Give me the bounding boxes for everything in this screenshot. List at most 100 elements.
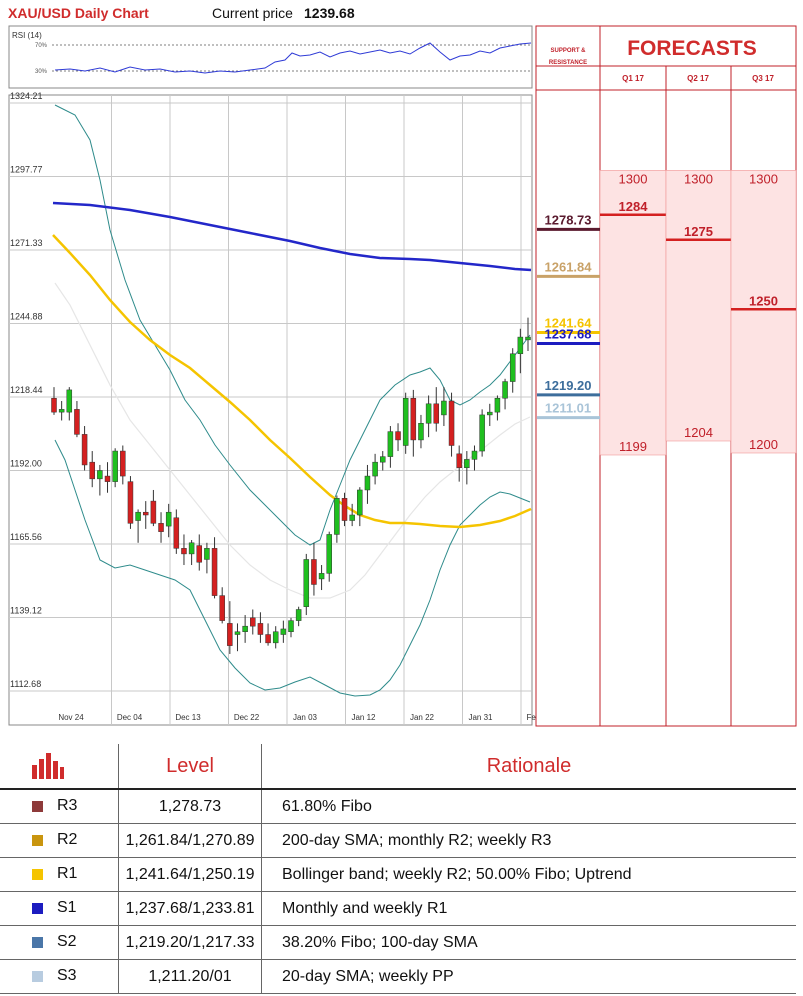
row-level-name: S3 xyxy=(57,967,77,985)
header-icon-cell xyxy=(0,744,119,790)
row-level-value: 1,211.20/01 xyxy=(118,959,262,994)
candle-body xyxy=(387,431,394,457)
y-tick-label: 1271.33 xyxy=(10,238,43,248)
candle-body xyxy=(487,411,493,416)
forecast-high-value: 1300 xyxy=(619,171,648,186)
chart-area: XAU/USD Daily Chart Current price 1239.6… xyxy=(8,5,797,727)
rsi-line xyxy=(54,42,532,74)
support-resistance-label-2: RESISTANCE xyxy=(549,60,587,66)
row-level-value: 1,261.84/1,270.89 xyxy=(118,823,262,858)
candle-body xyxy=(165,511,172,527)
level-marker-label: 1241.64 xyxy=(545,316,593,331)
candle-body xyxy=(402,397,409,446)
row-rationale: 200-day SMA; monthly R2; weekly R3 xyxy=(261,823,796,858)
level-marker-label: 1237.68 xyxy=(545,327,592,342)
rsi-tick-70: 70% xyxy=(35,43,48,49)
row-level-name: S2 xyxy=(57,933,77,951)
current-price-value: 1239.68 xyxy=(304,5,355,21)
sma200-line xyxy=(52,201,532,272)
candle-body xyxy=(81,434,88,466)
candle-body xyxy=(219,595,225,621)
table-row: S2 1,219.20/1,217.33 38.20% Fibo; 100-da… xyxy=(0,925,796,960)
candle-body xyxy=(211,548,218,596)
candle-body xyxy=(227,623,233,646)
candle-body xyxy=(272,631,279,644)
candle-body xyxy=(464,459,470,468)
candle-body xyxy=(372,461,378,477)
row-level-name: S1 xyxy=(57,899,77,917)
candle-body xyxy=(150,500,157,524)
bar-chart-icon xyxy=(32,752,64,779)
row-rationale: 61.80% Fibo xyxy=(261,789,796,824)
candle-body xyxy=(181,548,187,555)
current-price-label: Current price xyxy=(212,5,293,21)
quarter-q3: Q3 17 xyxy=(752,74,774,83)
quarter-q2: Q2 17 xyxy=(687,74,709,83)
row-level-value: 1,237.68/1,233.81 xyxy=(118,891,262,926)
x-tick-label: Dec 13 xyxy=(175,713,201,722)
forecast-range-box xyxy=(730,170,797,454)
candle-body xyxy=(326,534,332,574)
level-marker-label: 1211.01 xyxy=(545,401,591,416)
row-color-swatch xyxy=(32,834,43,846)
candle-body xyxy=(357,489,363,516)
x-tick-label: Jan 12 xyxy=(351,713,376,722)
candle-body xyxy=(349,514,355,521)
candle-body xyxy=(104,475,111,482)
candle-body xyxy=(395,431,401,441)
levels-table: Level Rationale R3 1,278.73 61.80% Fibo … xyxy=(0,744,796,994)
row-rationale: 20-day SMA; weekly PP xyxy=(261,959,796,994)
candle-body xyxy=(318,573,325,580)
row-level-name: R2 xyxy=(57,831,78,849)
candle-body xyxy=(364,475,371,491)
row-level-value: 1,241.64/1,250.19 xyxy=(118,857,262,892)
chart-title: XAU/USD Daily Chart xyxy=(8,5,149,21)
sma100-line xyxy=(52,234,532,529)
forecast-mid-value: 1250 xyxy=(749,293,778,308)
y-axis-labels: 1324.21 1297.77 1271.33 1244.88 1218.44 1192.… xyxy=(10,91,43,689)
candle-body xyxy=(89,461,95,480)
rsi-panel xyxy=(8,25,533,89)
candle-body xyxy=(127,481,134,524)
x-tick-label: Jan 03 xyxy=(293,713,318,722)
table-header-row: Level Rationale xyxy=(0,744,796,790)
candle-body xyxy=(448,400,455,446)
row-level-value: 1,219.20/1,217.33 xyxy=(118,925,262,960)
support-resistance-label-1: SUPPORT & xyxy=(550,48,586,54)
candle-body xyxy=(135,511,141,521)
candle-body xyxy=(112,450,118,482)
row-color-swatch xyxy=(32,902,43,914)
candle-body xyxy=(441,400,447,416)
forecast-range-box xyxy=(599,170,667,456)
candle-body xyxy=(479,414,485,452)
level-column-header: Level xyxy=(118,744,262,790)
candle-body xyxy=(494,397,501,413)
row-color-swatch xyxy=(32,868,43,880)
candle-body xyxy=(418,423,424,441)
candle-body xyxy=(242,625,248,632)
forecast-mid-value: 1275 xyxy=(684,224,713,239)
candle-body xyxy=(265,634,271,644)
forecast-high-value: 1300 xyxy=(684,171,713,186)
candle-body xyxy=(66,389,73,413)
candle-body xyxy=(120,450,126,477)
level-marker-label: 1219.20 xyxy=(545,378,592,393)
candle-body xyxy=(525,336,531,341)
row-level-name: R1 xyxy=(57,865,78,883)
candle-body xyxy=(311,559,317,585)
x-tick-label: Jan 31 xyxy=(468,713,493,722)
row-level-value: 1,278.73 xyxy=(118,789,262,824)
forecast-high-value: 1300 xyxy=(749,171,778,186)
y-tick-label: 1139.12 xyxy=(10,606,42,616)
row-color-swatch xyxy=(32,936,43,948)
candle-body xyxy=(471,450,478,460)
forecasts-title: FORECASTS xyxy=(627,37,757,60)
table-row: S1 1,237.68/1,233.81 Monthly and weekly … xyxy=(0,891,796,926)
forecast-low-value: 1204 xyxy=(684,425,713,440)
y-tick-label: 1324.21 xyxy=(10,91,43,101)
candle-body xyxy=(295,609,302,621)
candle-body xyxy=(188,542,195,555)
y-tick-label: 1218.44 xyxy=(10,385,43,395)
candle-body xyxy=(51,397,57,413)
